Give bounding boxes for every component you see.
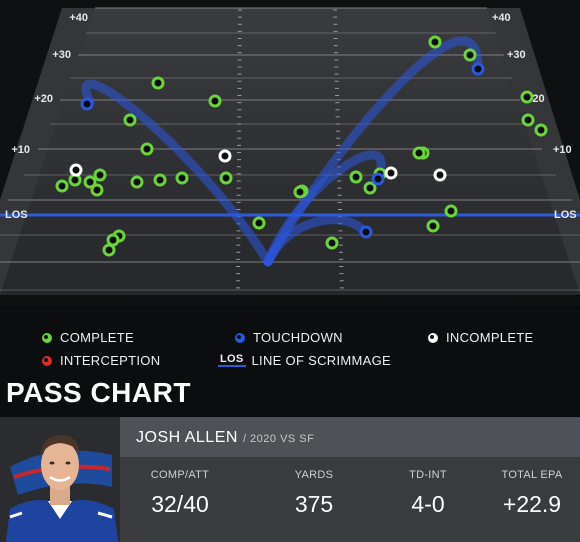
pass-chart-field: +40 +30 +20 +10 LOS +40 +30 +20 +10 LOS: [0, 0, 580, 305]
player-panel: JOSH ALLEN / 2020 VS SF COMP/ATT 32/40 YA…: [0, 417, 580, 542]
pass-marker-complete: [252, 216, 266, 230]
sideline-right: [487, 8, 580, 295]
pass-marker-complete: [219, 171, 233, 185]
pass-marker-complete: [83, 175, 97, 189]
legend: COMPLETE TOUCHDOWN INCOMPLETE INTERCEPTI…: [0, 305, 580, 382]
player-name: JOSH ALLEN: [136, 429, 238, 446]
los-label-left: LOS: [5, 209, 28, 221]
stat-comp-att: COMP/ATT 32/40: [130, 469, 230, 518]
player-photo: [0, 417, 120, 542]
title-bar: PASS CHART: [0, 375, 580, 417]
legend-interception: INTERCEPTION: [42, 353, 160, 368]
legend-complete-label: COMPLETE: [60, 330, 134, 345]
touchdown-arc: [263, 150, 386, 267]
pass-marker-complete: [444, 204, 458, 218]
player-game: / 2020 VS SF: [242, 433, 315, 445]
pass-marker-incomplete: [433, 168, 447, 182]
pass-marker-complete: [349, 170, 363, 184]
yard-lines: [0, 7, 580, 291]
stat-value: 4-0: [411, 491, 445, 517]
pass-marker-complete: [55, 179, 69, 193]
stat-label: TOTAL EPA: [501, 469, 563, 481]
yard-label-left-30: +30: [52, 49, 71, 61]
yard-label-right-10: +10: [553, 144, 572, 156]
legend-incomplete-label: INCOMPLETE: [446, 330, 534, 345]
pass-marker-complete: [175, 171, 189, 185]
legend-touchdown: TOUCHDOWN: [235, 330, 343, 345]
pass-marker-touchdown: [371, 172, 385, 186]
los-icon: LOS: [218, 353, 246, 367]
page-title: PASS CHART: [6, 377, 191, 408]
field-graphic: +40 +30 +20 +10 LOS +40 +30 +20 +10 LOS: [0, 7, 580, 295]
pass-marker-complete: [412, 146, 426, 160]
pass-marker-complete: [106, 233, 120, 247]
pass-marker-incomplete: [69, 163, 83, 177]
pass-marker-complete: [208, 94, 222, 108]
pass-marker-complete: [102, 243, 116, 257]
stat-yards: YARDS 375: [264, 469, 364, 518]
pass-marker-complete: [463, 48, 477, 62]
field-turf: [0, 8, 580, 295]
pass-marker-complete: [521, 113, 535, 127]
legend-touchdown-label: TOUCHDOWN: [253, 330, 343, 345]
touchdown-marker-icon: [235, 332, 245, 343]
pass-marker-complete: [153, 173, 167, 187]
los-label-right: LOS: [554, 209, 577, 221]
player-header: JOSH ALLEN / 2020 VS SF: [120, 417, 580, 457]
pass-marker-complete: [534, 123, 548, 137]
stat-label: COMP/ATT: [150, 469, 210, 481]
yard-label-right-30: +30: [507, 49, 526, 61]
player-portrait: [0, 417, 120, 542]
pass-marker-complete: [293, 185, 307, 199]
stat-value: 32/40: [151, 491, 209, 517]
pass-marker-touchdown: [471, 62, 485, 76]
pass-marker-incomplete: [218, 149, 232, 163]
sideline-left: [0, 8, 95, 295]
pass-marker-complete: [130, 175, 144, 189]
pass-marker-complete: [140, 142, 154, 156]
interception-marker-icon: [42, 355, 52, 366]
pass-marker-touchdown: [359, 225, 373, 239]
legend-los-label: LINE OF SCRIMMAGE: [251, 353, 391, 368]
pass-marker-complete: [426, 219, 440, 233]
legend-complete: COMPLETE: [42, 330, 134, 345]
touchdown-arcs: [81, 36, 483, 267]
complete-marker-icon: [42, 332, 52, 343]
pass-marker-complete: [151, 76, 165, 90]
legend-incomplete: INCOMPLETE: [428, 330, 534, 345]
legend-los: LOS LINE OF SCRIMMAGE: [218, 353, 391, 368]
yard-label-left-40: +40: [69, 12, 88, 24]
pass-marker-incomplete: [384, 166, 398, 180]
stat-total-epa: TOTAL EPA +22.9: [482, 469, 580, 518]
touchdown-arc: [81, 79, 273, 267]
pass-markers: [55, 35, 548, 257]
player-name-line: JOSH ALLEN / 2020 VS SF: [136, 429, 314, 447]
stat-value: +22.9: [502, 491, 562, 517]
pass-marker-complete: [123, 113, 137, 127]
legend-interception-label: INTERCEPTION: [60, 353, 161, 368]
pass-marker-complete: [90, 183, 104, 197]
stat-label: TD-INT: [409, 469, 447, 481]
pass-marker-complete: [68, 173, 82, 187]
stat-label: YARDS: [294, 469, 334, 481]
pass-marker-touchdown: [80, 97, 94, 111]
pass-marker-complete: [520, 90, 534, 104]
pass-marker-complete: [325, 236, 339, 250]
touchdown-arc: [263, 215, 370, 267]
pass-marker-complete: [93, 168, 107, 182]
incomplete-marker-icon: [428, 332, 438, 343]
yard-label-right-40: +40: [492, 12, 511, 24]
stat-value: 375: [294, 491, 334, 517]
stat-td-int: TD-INT 4-0: [378, 469, 478, 518]
pass-marker-complete: [428, 35, 442, 49]
pass-marker-complete: [363, 181, 377, 195]
yard-label-left-10: +10: [11, 144, 30, 156]
yard-label-left-20: +20: [34, 93, 53, 105]
